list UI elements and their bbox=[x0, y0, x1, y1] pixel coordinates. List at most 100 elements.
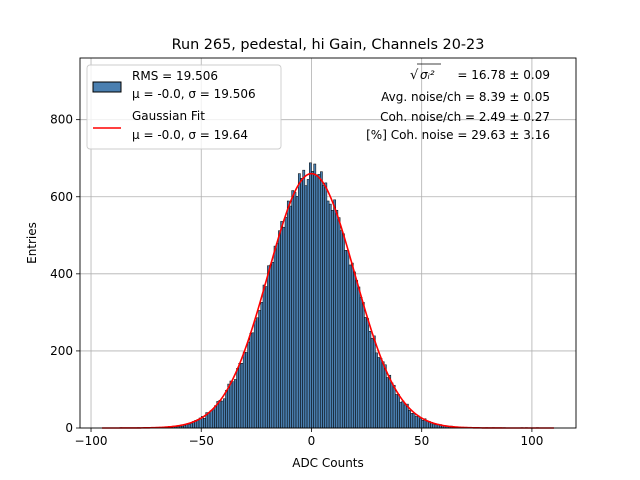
histogram-bar bbox=[240, 363, 244, 429]
histogram-bar bbox=[419, 418, 422, 429]
histogram-bar bbox=[251, 332, 255, 429]
histogram-bar bbox=[324, 182, 328, 429]
histogram-bar bbox=[282, 226, 286, 429]
histogram-bar bbox=[392, 384, 396, 429]
histogram-bar bbox=[403, 404, 407, 429]
y-axis-label: Entries bbox=[25, 222, 39, 264]
annotation-coh-noise-percent: [%] Coh. noise = 29.63 ± 3.16 bbox=[366, 128, 550, 142]
histogram-bar bbox=[295, 196, 299, 429]
histogram-bar bbox=[328, 203, 332, 429]
histogram-bar bbox=[364, 317, 367, 429]
histogram-bar bbox=[355, 280, 359, 429]
histogram-bar bbox=[300, 178, 303, 429]
histogram-bar bbox=[291, 190, 295, 429]
histogram-bar bbox=[337, 217, 341, 429]
histogram-bar bbox=[220, 400, 224, 429]
y-tick-label: 400 bbox=[50, 267, 73, 281]
histogram-bar bbox=[273, 245, 277, 429]
histogram-bar bbox=[297, 173, 301, 429]
histogram-bar bbox=[214, 405, 217, 429]
histogram-bar bbox=[223, 398, 226, 429]
histogram-bar bbox=[397, 394, 400, 429]
histogram-bar bbox=[245, 352, 248, 429]
annotation-total-noise: = 16.78 ± 0.09 bbox=[457, 68, 550, 82]
histogram-bar bbox=[408, 410, 411, 429]
histogram-bar bbox=[377, 357, 381, 429]
x-tick-label: −50 bbox=[189, 434, 214, 448]
histogram-bars bbox=[119, 162, 539, 429]
x-axis-label: ADC Counts bbox=[292, 456, 364, 470]
histogram-bar bbox=[414, 416, 418, 429]
histogram-bar bbox=[335, 209, 339, 429]
x-tick-label: 50 bbox=[414, 434, 429, 448]
histogram-bar bbox=[388, 374, 392, 429]
histogram-bar bbox=[320, 171, 323, 429]
histogram-bar bbox=[390, 382, 394, 429]
histogram-bar bbox=[339, 230, 343, 429]
legend: RMS = 19.506 μ = -0.0, σ = 19.506 Gaussi… bbox=[86, 64, 282, 150]
x-tick-label: 0 bbox=[308, 434, 316, 448]
histogram-bar bbox=[264, 286, 268, 429]
annotation-sqrt-sign: √ bbox=[410, 68, 419, 83]
histogram-bar bbox=[253, 320, 257, 429]
histogram-bar bbox=[212, 409, 215, 429]
histogram-bar bbox=[284, 216, 288, 429]
histogram-bar bbox=[353, 271, 356, 429]
histogram-bar bbox=[344, 250, 347, 429]
histogram-bar bbox=[317, 174, 321, 429]
histogram-bar bbox=[238, 363, 242, 429]
histogram-bar bbox=[289, 205, 292, 429]
histogram-bar bbox=[207, 412, 211, 429]
legend-fit-label: Gaussian Fit bbox=[132, 109, 205, 123]
histogram-bar bbox=[361, 302, 365, 429]
histogram-bar bbox=[401, 400, 405, 429]
histogram-bar bbox=[346, 250, 350, 429]
histogram-bar bbox=[286, 200, 290, 429]
y-tick-label: 0 bbox=[65, 421, 73, 435]
histogram-bar bbox=[381, 361, 385, 429]
histogram-bar bbox=[278, 230, 281, 429]
y-axis-ticks: 0 200 400 600 800 bbox=[50, 113, 80, 435]
histogram-bar bbox=[394, 394, 398, 429]
histogram-bar bbox=[386, 377, 389, 429]
histogram-bar bbox=[326, 200, 330, 429]
chart-title: Run 265, pedestal, hi Gain, Channels 20-… bbox=[172, 37, 485, 53]
histogram-bar bbox=[262, 284, 266, 429]
histogram-bar bbox=[331, 209, 334, 429]
histogram-bar bbox=[209, 410, 213, 429]
histogram-bar bbox=[348, 264, 352, 429]
annotation-avg-noise: Avg. noise/ch = 8.39 ± 0.05 bbox=[381, 90, 550, 104]
histogram-bar bbox=[311, 171, 314, 429]
plot-area-frame bbox=[79, 57, 577, 429]
y-tick-label: 200 bbox=[50, 344, 73, 358]
histogram-bar bbox=[187, 423, 191, 429]
y-tick-label: 800 bbox=[50, 113, 73, 127]
histogram-bar bbox=[350, 262, 354, 429]
x-tick-label: 100 bbox=[520, 434, 543, 448]
histogram-bar bbox=[399, 401, 403, 429]
histogram-bar bbox=[260, 302, 264, 429]
histogram-bar bbox=[322, 184, 325, 429]
histogram-bar bbox=[410, 413, 414, 429]
legend-histogram-label: RMS = 19.506 bbox=[132, 69, 218, 83]
x-tick-label: −100 bbox=[75, 434, 108, 448]
histogram-bar bbox=[359, 297, 363, 429]
histogram-bar bbox=[379, 357, 383, 429]
annotation-coh-noise: Coh. noise/ch = 2.49 ± 0.27 bbox=[380, 110, 550, 124]
histogram-bar bbox=[236, 368, 239, 429]
histogram-bar bbox=[227, 383, 231, 429]
histogram-bar bbox=[247, 341, 250, 429]
histogram-bar bbox=[293, 191, 297, 429]
histogram-bar bbox=[368, 331, 372, 429]
stats-annotations: √ σᵢ² = 16.78 ± 0.09 Avg. noise/ch = 8.3… bbox=[366, 63, 550, 142]
histogram-bar bbox=[302, 169, 306, 429]
y-tick-label: 600 bbox=[50, 190, 73, 204]
legend-fit-sublabel: μ = -0.0, σ = 19.64 bbox=[132, 128, 248, 142]
histogram-bar bbox=[366, 318, 370, 429]
legend-box bbox=[86, 64, 282, 150]
histogram-bar bbox=[304, 185, 308, 429]
histogram-bar bbox=[234, 379, 237, 429]
histogram-bar bbox=[372, 335, 376, 429]
legend-histogram-sublabel: μ = -0.0, σ = 19.506 bbox=[132, 87, 256, 101]
